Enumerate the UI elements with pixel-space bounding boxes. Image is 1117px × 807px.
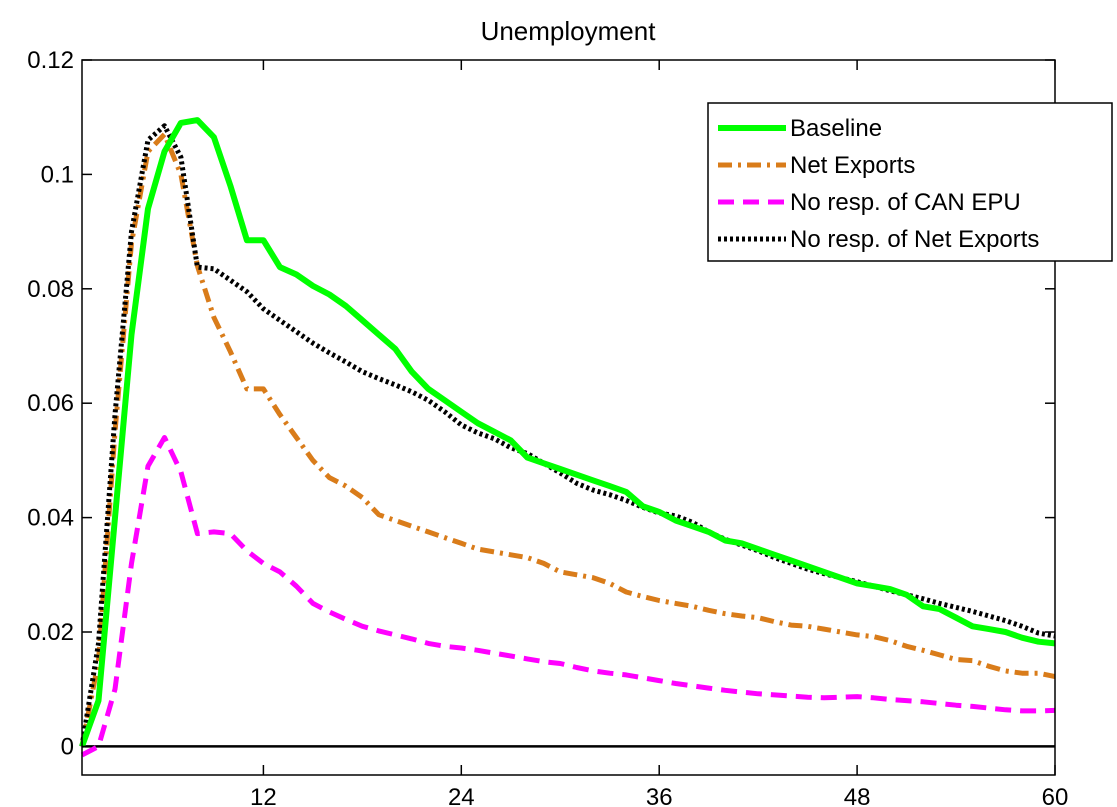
y-tick-label: 0.12 bbox=[27, 47, 74, 74]
y-tick-label: 0.04 bbox=[27, 505, 74, 532]
legend-label: No resp. of CAN EPU bbox=[790, 189, 1021, 216]
x-tick-label: 60 bbox=[1042, 784, 1069, 807]
y-tick-label: 0.02 bbox=[27, 619, 74, 646]
series-line-1 bbox=[79, 117, 1056, 748]
legend-label: Baseline bbox=[790, 115, 882, 142]
axes: 0 0.02 0.04 0.06 0.08 0.1 0.12 12 24 36 48 60 bbox=[27, 47, 1068, 807]
legend-label: No resp. of Net Exports bbox=[790, 226, 1039, 253]
legend: Baseline Net Exports No resp. of CAN EPU No… bbox=[707, 102, 1113, 262]
series-line-2 bbox=[79, 131, 1056, 747]
legend-label: Net Exports bbox=[790, 152, 915, 179]
axes-box bbox=[81, 59, 1056, 776]
x-tick-label: 12 bbox=[250, 784, 277, 807]
y-tick-label: 0.1 bbox=[41, 161, 74, 188]
y-tick-label: 0 bbox=[61, 733, 74, 760]
y-tick-label: 0.08 bbox=[27, 276, 74, 303]
chart-title: Unemployment bbox=[481, 16, 657, 46]
x-tick-label: 48 bbox=[844, 784, 871, 807]
y-tick-label: 0.06 bbox=[27, 390, 74, 417]
plot-area bbox=[79, 117, 1056, 758]
x-tick-label: 36 bbox=[646, 784, 673, 807]
x-tick-label: 24 bbox=[448, 784, 475, 807]
